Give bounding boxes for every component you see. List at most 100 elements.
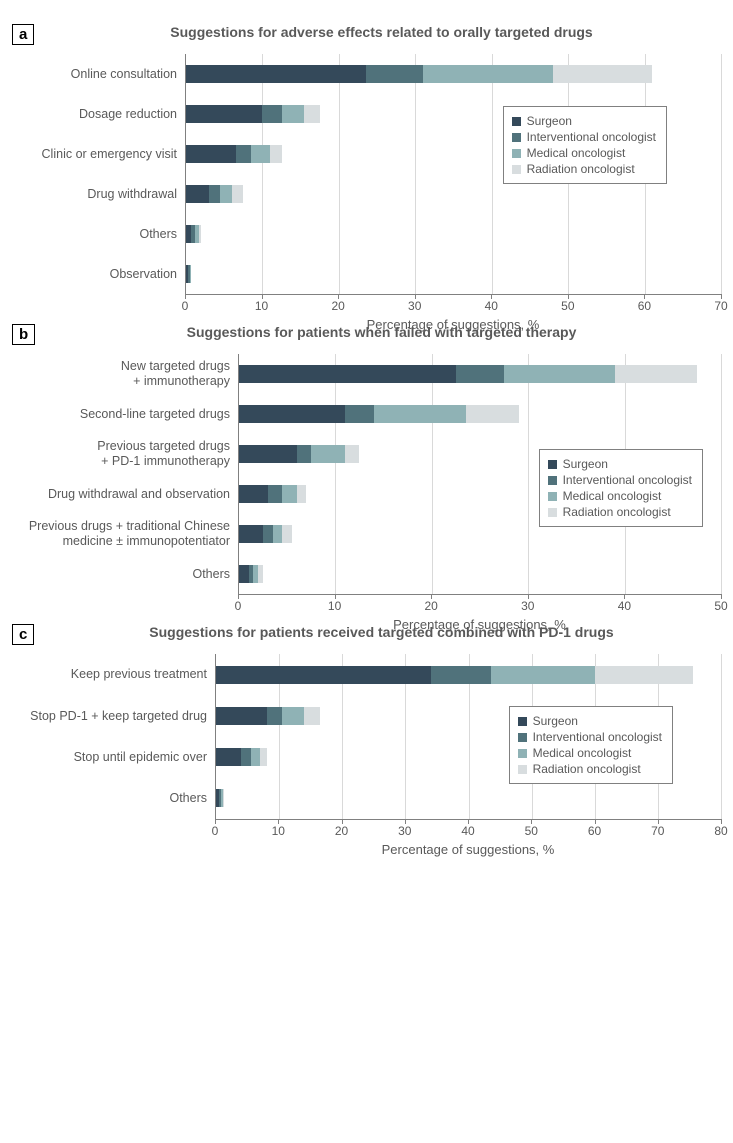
legend-swatch	[548, 476, 557, 485]
legend-label: Radiation oncologist	[563, 505, 671, 519]
bar-row	[239, 554, 721, 594]
bar-segment	[297, 445, 311, 463]
legend-swatch	[512, 165, 521, 174]
category-label: Clinic or emergency visit	[12, 134, 177, 174]
x-tick-label: 50	[561, 299, 574, 313]
bar-segment	[282, 707, 304, 725]
bar-segment	[282, 105, 305, 123]
panel-b: bSuggestions for patients when failed wi…	[12, 324, 721, 594]
bar-segment	[595, 666, 693, 684]
bar-segment	[366, 65, 423, 83]
bar-segment	[223, 789, 224, 807]
x-tick-label: 10	[328, 599, 341, 613]
bar-segment	[615, 365, 697, 383]
bar-row	[186, 54, 721, 94]
x-tick-label: 10	[255, 299, 268, 313]
bar-segment	[216, 707, 267, 725]
legend-swatch	[512, 149, 521, 158]
legend-swatch	[548, 460, 557, 469]
bar-row	[216, 654, 721, 695]
bar-segment	[216, 666, 431, 684]
plot-area: SurgeonInterventional oncologistMedical …	[215, 654, 721, 820]
legend: SurgeonInterventional oncologistMedical …	[509, 706, 673, 784]
bar-row	[186, 254, 721, 294]
chart-title: Suggestions for patients when failed wit…	[12, 324, 721, 340]
bar-segment	[263, 525, 273, 543]
x-tick-label: 20	[425, 599, 438, 613]
legend-swatch	[512, 133, 521, 142]
panel-a: aSuggestions for adverse effects related…	[12, 24, 721, 294]
panel-tag: c	[12, 624, 34, 645]
bar-segment	[190, 265, 192, 283]
category-label: Others	[12, 214, 177, 254]
category-label: Observation	[12, 254, 177, 294]
bar-row	[186, 214, 721, 254]
bar-segment	[456, 365, 504, 383]
bar-segment	[239, 405, 345, 423]
category-label: Online consultation	[12, 54, 177, 94]
bar-segment	[345, 445, 359, 463]
bar-segment	[241, 748, 250, 766]
bar-segment	[209, 185, 220, 203]
x-axis-label: Percentage of suggestions, %	[215, 842, 721, 857]
plot-area: SurgeonInterventional oncologistMedical …	[185, 54, 721, 295]
legend-label: Medical oncologist	[527, 146, 626, 160]
bar-segment	[232, 185, 243, 203]
bar-segment	[466, 405, 519, 423]
x-tick-label: 70	[714, 299, 727, 313]
x-tick-label: 70	[651, 824, 664, 838]
bar-segment	[345, 405, 374, 423]
bar-segment	[267, 707, 283, 725]
bar-segment	[239, 445, 297, 463]
x-tick-label: 30	[521, 599, 534, 613]
legend-label: Interventional oncologist	[527, 130, 656, 144]
bar-segment	[251, 748, 260, 766]
category-label: Drug withdrawal	[12, 174, 177, 214]
bar-segment	[504, 365, 615, 383]
panel-c: cSuggestions for patients received targe…	[12, 624, 721, 819]
legend-label: Radiation oncologist	[533, 762, 641, 776]
x-tick-label: 20	[331, 299, 344, 313]
category-label: Drug withdrawal and observation	[12, 474, 230, 514]
bar-segment	[311, 445, 345, 463]
legend-swatch	[518, 765, 527, 774]
legend: SurgeonInterventional oncologistMedical …	[503, 106, 667, 184]
bar-segment	[304, 707, 320, 725]
panel-tag: a	[12, 24, 34, 45]
category-label: Keep previous treatment	[12, 654, 207, 695]
bar-segment	[239, 525, 263, 543]
category-label: Others	[12, 554, 230, 594]
legend-label: Surgeon	[533, 714, 578, 728]
legend-swatch	[518, 717, 527, 726]
category-label: Previous drugs + traditional Chinese med…	[12, 514, 230, 554]
bar-segment	[431, 666, 491, 684]
panel-tag: b	[12, 324, 35, 345]
legend-swatch	[548, 508, 557, 517]
x-tick-label: 60	[588, 824, 601, 838]
x-tick-label: 60	[638, 299, 651, 313]
bar-segment	[297, 485, 307, 503]
x-tick-label: 0	[235, 599, 242, 613]
bar-segment	[270, 145, 281, 163]
bar-row	[239, 354, 721, 394]
bar-segment	[423, 65, 553, 83]
bar-segment	[374, 405, 466, 423]
bar-segment	[239, 365, 456, 383]
legend-label: Interventional oncologist	[563, 473, 692, 487]
x-tick-label: 40	[485, 299, 498, 313]
bar-segment	[304, 105, 319, 123]
x-tick-label: 30	[408, 299, 421, 313]
bar-segment	[268, 485, 282, 503]
bar-segment	[216, 748, 241, 766]
bar-segment	[220, 185, 231, 203]
category-label: Dosage reduction	[12, 94, 177, 134]
x-tick-label: 10	[272, 824, 285, 838]
bar-segment	[273, 525, 283, 543]
legend: SurgeonInterventional oncologistMedical …	[539, 449, 703, 527]
x-tick-label: 40	[461, 824, 474, 838]
bar-segment	[186, 185, 209, 203]
category-label: New targeted drugs + immunotherapy	[12, 354, 230, 394]
x-tick-label: 40	[618, 599, 631, 613]
x-tick-label: 50	[525, 824, 538, 838]
x-tick-label: 0	[182, 299, 189, 313]
